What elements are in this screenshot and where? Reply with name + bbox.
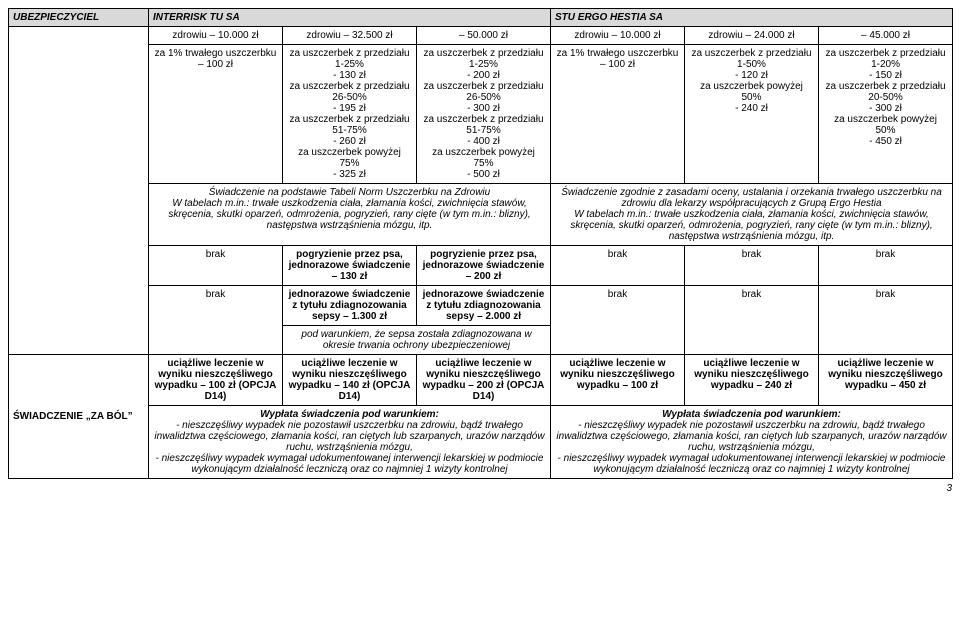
cell-r6-c: uciążliwe leczenie w wyniku nieszczęśliw… [417,355,551,406]
row-basis: Świadczenie na podstawie Tabeli Norm Usz… [9,184,953,246]
cell-r2-c: za uszczerbek z przedziału 1-25% - 200 z… [417,45,551,184]
cell-r3-right: Świadczenie zgodnie z zasadami oceny, us… [551,184,953,246]
cell-r4-c: pogryzienie przez psa, jednorazowe świad… [417,246,551,286]
comparison-table: UBEZPIECZYCIEL INTERRISK TU SA STU ERGO … [8,8,953,479]
cell-r6-b: uciążliwe leczenie w wyniku nieszczęśliw… [283,355,417,406]
cell-r6-a: uciążliwe leczenie w wyniku nieszczęśliw… [149,355,283,406]
r7-right-body: - nieszczęśliwy wypadek nie pozostawił u… [556,420,946,475]
cell-r1-b: zdrowiu – 32.500 zł [283,27,417,45]
cell-r4-d: brak [551,246,685,286]
cell-r1-c: – 50.000 zł [417,27,551,45]
cell-r1-e: zdrowiu – 24.000 zł [685,27,819,45]
cell-r1-a: zdrowiu – 10.000 zł [149,27,283,45]
row-label-empty [9,27,149,355]
cell-r3-left: Świadczenie na podstawie Tabeli Norm Usz… [149,184,551,246]
cell-r5-bc-wrap: jednorazowe świadczenie z tytułu zdiagno… [283,286,551,355]
row-dogbite: brak pogryzienie przez psa, jednorazowe … [9,246,953,286]
cell-r4-e: brak [685,246,819,286]
r7-left-body: - nieszczęśliwy wypadek nie pozostawił u… [154,420,544,475]
page-number: 3 [8,483,952,494]
cell-r4-b: pogryzienie przez psa, jednorazowe świad… [283,246,417,286]
row-scale: za 1% trwałego uszczerbku – 100 zł za us… [9,45,953,184]
cell-r2-a: za 1% trwałego uszczerbku – 100 zł [149,45,283,184]
header-row: UBEZPIECZYCIEL INTERRISK TU SA STU ERGO … [9,9,953,27]
cell-r5-b: jednorazowe świadczenie z tytułu zdiagno… [283,286,417,326]
cell-r7-left: Wypłata świadczenia pod warunkiem: - nie… [149,406,551,479]
cell-r2-e: za uszczerbek z przedziału 1-50% - 120 z… [685,45,819,184]
cell-r5-a: brak [149,286,283,355]
cell-r5-f: brak [819,286,953,355]
cell-r6-e: uciążliwe leczenie w wyniku nieszczęśliw… [685,355,819,406]
cell-r5-note: pod warunkiem, że sepsa została zdiagnoz… [283,326,550,355]
header-insurer-label: UBEZPIECZYCIEL [9,9,149,27]
row-health-amounts: zdrowiu – 10.000 zł zdrowiu – 32.500 zł … [9,27,953,45]
cell-r2-f: za uszczerbek z przedziału 1-20% - 150 z… [819,45,953,184]
cell-r4-f: brak [819,246,953,286]
cell-r6-d: uciążliwe leczenie w wyniku nieszczęśliw… [551,355,685,406]
row-pain: ŚWIADCZENIE „ZA BÓL” uciążliwe leczenie … [9,355,953,406]
cell-r5-d: brak [551,286,685,355]
r7-left-head: Wypłata świadczenia pod warunkiem: [260,409,439,420]
cell-r7-right: Wypłata świadczenia pod warunkiem: - nie… [551,406,953,479]
cell-r2-b: za uszczerbek z przedziału 1-25% - 130 z… [283,45,417,184]
row-conditions: Wypłata świadczenia pod warunkiem: - nie… [9,406,953,479]
cell-r2-d: za 1% trwałego uszczerbku – 100 zł [551,45,685,184]
cell-r6-f: uciążliwe leczenie w wyniku nieszczęśliw… [819,355,953,406]
cell-r4-a: brak [149,246,283,286]
cell-r1-d: zdrowiu – 10.000 zł [551,27,685,45]
header-ergo: STU ERGO HESTIA SA [551,9,953,27]
row-sepsis: brak jednorazowe świadczenie z tytułu zd… [9,286,953,355]
header-interrisk: INTERRISK TU SA [149,9,551,27]
cell-r5-c: jednorazowe świadczenie z tytułu zdiagno… [417,286,551,326]
r7-right-head: Wypłata świadczenia pod warunkiem: [662,409,841,420]
row-label-pain: ŚWIADCZENIE „ZA BÓL” [9,355,149,479]
cell-r5-e: brak [685,286,819,355]
cell-r1-f: – 45.000 zł [819,27,953,45]
